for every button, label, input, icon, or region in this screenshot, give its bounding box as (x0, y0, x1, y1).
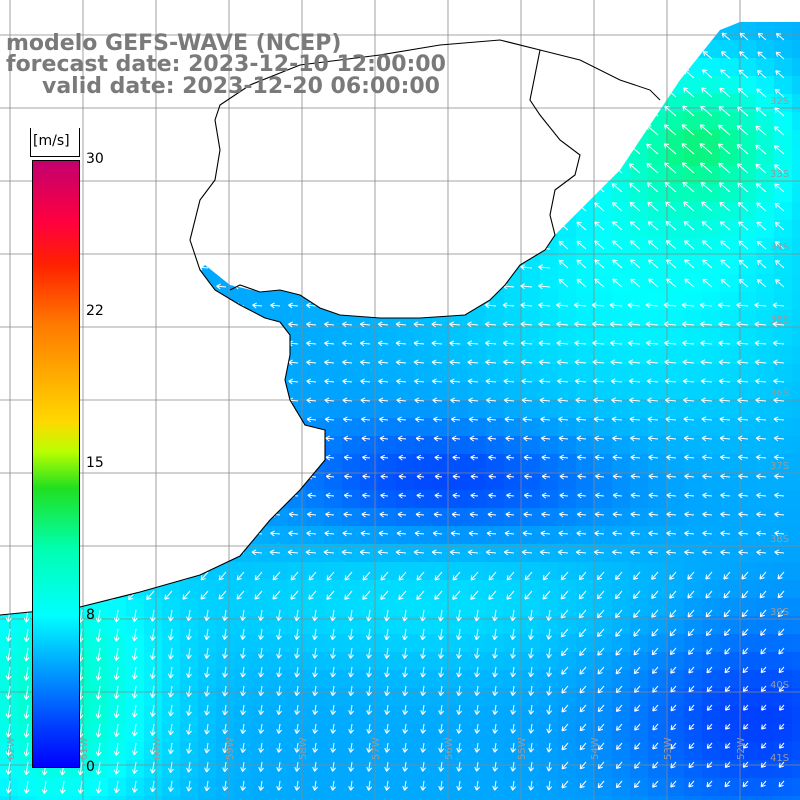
coastline-north (539, 49, 661, 101)
lat-label: 34S (770, 242, 789, 253)
lon-label: 57W (371, 737, 382, 760)
valid-date: valid date: 2023-12-20 06:00:00 (42, 74, 440, 99)
lat-label: 41S (770, 753, 789, 764)
colorbar-unit-frame (30, 128, 80, 157)
lon-label: 54W (590, 737, 601, 760)
lon-label: 59W (225, 737, 236, 760)
lon-label: 62W (6, 737, 17, 760)
colorbar-tick-0: 0 (86, 759, 95, 775)
lat-label: 37S (770, 461, 789, 472)
lon-label: 55W (517, 737, 528, 760)
colorbar-tick-8: 8 (86, 607, 95, 623)
coastline (0, 39, 581, 616)
wind-speed-field (0, 22, 800, 800)
forecast-date: forecast date: 2023-12-10 12:00:00 (6, 52, 446, 77)
lat-label: 36S (770, 388, 789, 399)
lon-label: 53W (663, 737, 674, 760)
lon-label: 56W (444, 737, 455, 760)
model-title: modelo GEFS-WAVE (NCEP) (6, 31, 342, 56)
colorbar-tick-22: 22 (86, 303, 104, 319)
colorbar-tick-30: 30 (86, 151, 104, 167)
lon-label: 60W (152, 737, 163, 760)
lat-label: 32S (770, 96, 789, 107)
colorbar (32, 160, 80, 768)
latitude-labels: 32S 33S 34S 35S 36S 37S 38S 39S 40S 41S (770, 96, 789, 764)
lat-label: 40S (770, 680, 789, 691)
lat-label: 38S (770, 534, 789, 545)
lat-label: 35S (770, 315, 789, 326)
lat-label: 33S (770, 169, 789, 180)
lat-label: 39S (770, 607, 789, 618)
colorbar-tick-15: 15 (86, 455, 104, 471)
lon-label: 58W (298, 737, 309, 760)
lon-label: 61W (79, 737, 90, 760)
lon-label: 52W (736, 737, 747, 760)
colorbar-unit: [m/s] (33, 133, 70, 149)
longitude-labels: 62W61W60W59W58W57W56W55W54W53W52W51W (6, 737, 747, 760)
